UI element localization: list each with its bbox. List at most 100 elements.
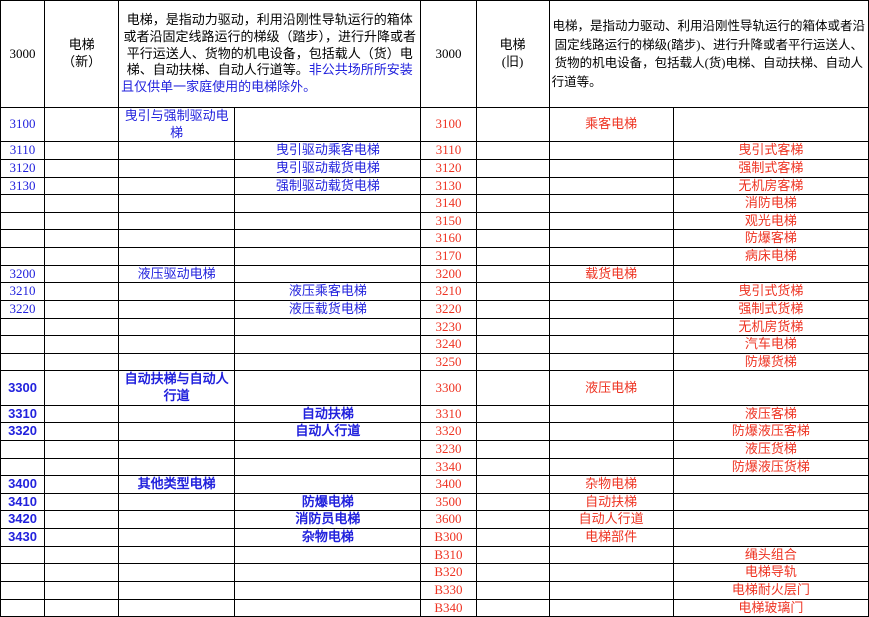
cell-l_code: 3400 [0, 475, 46, 494]
cell-r_group [549, 458, 674, 477]
cell-l_group [118, 353, 236, 372]
cell-l_group: 其他类型电梯 [118, 475, 236, 494]
cell-r_sub: 消防电梯 [673, 194, 869, 213]
cell-l_code [0, 353, 46, 372]
cell-l_name [44, 528, 120, 547]
cell-r_code: 3230 [420, 440, 477, 459]
cell-r_name [476, 440, 550, 459]
table-row: 3420 消防员电梯 3600 自动人行道 [0, 510, 869, 529]
cell-r_name [476, 212, 550, 231]
cell-l_group: 液压驱动电梯 [118, 265, 236, 284]
cell-r_name [476, 599, 550, 617]
table-row: 3250 防爆货梯 [0, 353, 869, 372]
cell-r_code: 3140 [420, 194, 477, 213]
cell-l_name [44, 422, 120, 441]
cell-l_group [118, 493, 236, 512]
cell-l_code [0, 458, 46, 477]
cell-l_code [0, 546, 46, 565]
cell-r_name [476, 422, 550, 441]
cell-r_name [476, 159, 550, 178]
cell-l_name [44, 318, 120, 337]
cell-r_group [549, 229, 674, 248]
cell-r_sub: 病床电梯 [673, 247, 869, 266]
cell-r_name [476, 247, 550, 266]
table-row: 3120 曳引驱动载货电梯 3120 强制式客梯 [0, 159, 869, 178]
table-row: 3130 强制驱动载货电梯 3130 无机房客梯 [0, 177, 869, 196]
cell-l_sub [234, 229, 422, 248]
cell-l_code [0, 318, 46, 337]
header-left-code: 3000 [0, 0, 46, 108]
definition-black-part: 电梯，是指动力驱动，利用沿刚性导轨运行的箱体或者沿固定线路运行的梯级（踏步），进… [123, 12, 417, 78]
cell-r_name [476, 510, 550, 529]
cell-l_name [44, 581, 120, 600]
cell-r_code: 3170 [420, 247, 477, 266]
table-row: 3100 曳引与强制驱动电梯 3100 乘客电梯 [0, 107, 869, 143]
cell-r_name [476, 335, 550, 354]
cell-l_name [44, 229, 120, 248]
cell-l_sub [234, 335, 422, 354]
cell-l_group [118, 405, 236, 424]
cell-l_group [118, 247, 236, 266]
cell-r_group [549, 194, 674, 213]
cell-l_sub [234, 353, 422, 372]
cell-r_group [549, 141, 674, 160]
table-row: 3150 观光电梯 [0, 212, 869, 231]
cell-l_code: 3420 [0, 510, 46, 529]
cell-r_code: 3320 [420, 422, 477, 441]
cell-r_code: 3250 [420, 353, 477, 372]
cell-l_name [44, 335, 120, 354]
cell-l_group [118, 318, 236, 337]
table-row: 3320 自动人行道 3320 防爆液压客梯 [0, 422, 869, 441]
cell-r_sub: 无机房客梯 [673, 177, 869, 196]
cell-l_group [118, 546, 236, 565]
cell-l_name [44, 510, 120, 529]
cell-r_group [549, 353, 674, 372]
header-row: 3000 电梯 （新） 电梯，是指动力驱动，利用沿刚性导轨运行的箱体或者沿固定线… [0, 0, 869, 108]
cell-l_name [44, 212, 120, 231]
header-left-name-line2: （新） [62, 54, 102, 69]
cell-r_name [476, 528, 550, 547]
cell-l_code [0, 563, 46, 582]
cell-r_sub: 曳引式客梯 [673, 141, 869, 160]
cell-r_group [549, 282, 674, 301]
cell-r_name [476, 229, 550, 248]
header-right-name-line1: 电梯 [499, 37, 526, 53]
cell-l_name [44, 107, 120, 143]
cell-l_name [44, 265, 120, 284]
table-row: 3230 液压货梯 [0, 440, 869, 459]
cell-l_group [118, 282, 236, 301]
cell-r_sub: 防爆液压客梯 [673, 422, 869, 441]
cell-r_code: 3400 [420, 475, 477, 494]
cell-l_code: 3410 [0, 493, 46, 512]
cell-r_group [549, 318, 674, 337]
cell-l_sub [234, 599, 422, 617]
cell-r_name [476, 282, 550, 301]
cell-l_sub [234, 581, 422, 600]
cell-r_group [549, 335, 674, 354]
cell-l_code [0, 229, 46, 248]
cell-l_sub [234, 458, 422, 477]
cell-r_sub: 电梯耐火层门 [673, 581, 869, 600]
cell-l_name [44, 405, 120, 424]
cell-l_sub: 自动人行道 [234, 422, 422, 441]
cell-l_group [118, 177, 236, 196]
cell-r_sub: 防爆液压货梯 [673, 458, 869, 477]
cell-r_code: 3230 [420, 318, 477, 337]
cell-l_code [0, 212, 46, 231]
cell-l_name [44, 493, 120, 512]
cell-r_code: 3110 [420, 141, 477, 160]
cell-r_name [476, 581, 550, 600]
cell-l_sub [234, 563, 422, 582]
cell-r_code: 3340 [420, 458, 477, 477]
cell-l_sub: 自动扶梯 [234, 405, 422, 424]
cell-l_code [0, 599, 46, 617]
cell-r_group [549, 599, 674, 617]
cell-l_sub: 液压载货电梯 [234, 300, 422, 319]
cell-l_code [0, 247, 46, 266]
cell-l_code: 3430 [0, 528, 46, 547]
cell-r_sub: 防爆客梯 [673, 229, 869, 248]
cell-r_group [549, 440, 674, 459]
cell-l_name [44, 141, 120, 160]
cell-r_sub: 液压货梯 [673, 440, 869, 459]
